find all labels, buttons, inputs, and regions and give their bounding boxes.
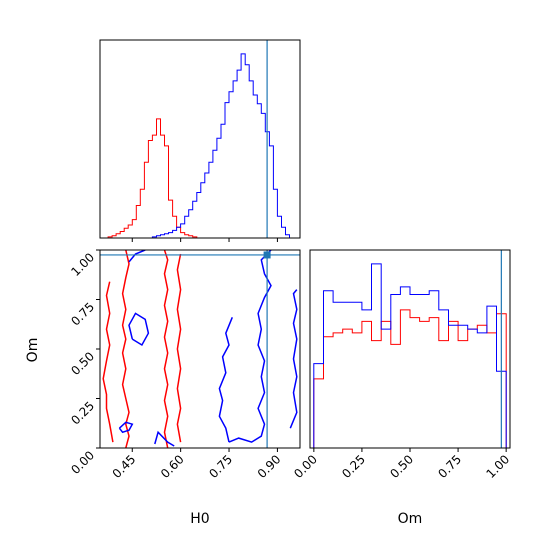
- contour-ytick-label-4: 1.00: [68, 250, 97, 279]
- h0-hist-run_a: [100, 118, 298, 239]
- hist-om-panel: 0.00 0.25 0.50 0.75 1.00: [291, 249, 512, 481]
- contour-ytick-label-2: 0.50: [68, 349, 97, 378]
- om-xtick-label-1: 0.25: [339, 452, 368, 481]
- contour-xtick-label-3: 0.90: [255, 452, 284, 481]
- contour-run_a-2: [102, 281, 114, 443]
- contour-frame: [99, 249, 301, 449]
- contour-xtick-label-2: 0.75: [206, 452, 235, 481]
- om-hist-run_a: [313, 309, 507, 448]
- contour-run_b-5: [218, 317, 233, 443]
- om-xtick-label-0: 0.00: [291, 452, 320, 481]
- contour-run_a-3: [176, 253, 182, 443]
- om-xtick-label-2: 0.50: [387, 452, 416, 481]
- contour-xtick-label-0: 0.45: [110, 452, 139, 481]
- contour-run_b-3: [154, 430, 175, 447]
- xlabel-h0: H0: [190, 511, 209, 527]
- h0-hist-run_b: [100, 53, 298, 239]
- om-hist-frame: [309, 249, 511, 449]
- contour-run_b-1: [128, 312, 150, 347]
- contour-run_b-6: [289, 289, 298, 429]
- contour-run_b-2: [128, 250, 146, 263]
- axis-labels: H0 Om Om: [25, 338, 422, 527]
- contour-ytick-label-3: 0.75: [68, 300, 97, 329]
- hist-h0-panel: [99, 39, 301, 242]
- contour-run_a-1: [163, 250, 169, 448]
- contour-truth-marker: [263, 251, 271, 259]
- contour-panel: 0.45 0.60 0.75 0.90 0.00 0.25 0.50 0.75 1.00: [68, 249, 301, 481]
- contour-xtick-label-1: 0.60: [158, 452, 187, 481]
- contour-lines: [102, 250, 298, 448]
- om-hist-run_b: [313, 263, 507, 448]
- contour-run_b-0: [118, 421, 134, 434]
- contour-run_b-4: [228, 250, 272, 443]
- om-xtick-label-3: 0.75: [435, 452, 464, 481]
- ylabel-om: Om: [25, 338, 41, 363]
- xlabel-om: Om: [398, 511, 423, 527]
- contour-ytick-label-0: 0.00: [68, 448, 97, 477]
- contour-run_a-0: [121, 250, 130, 448]
- h0-hist-frame: [99, 39, 301, 239]
- om-xtick-label-4: 1.00: [483, 452, 512, 481]
- contour-ytick-label-1: 0.25: [68, 399, 97, 428]
